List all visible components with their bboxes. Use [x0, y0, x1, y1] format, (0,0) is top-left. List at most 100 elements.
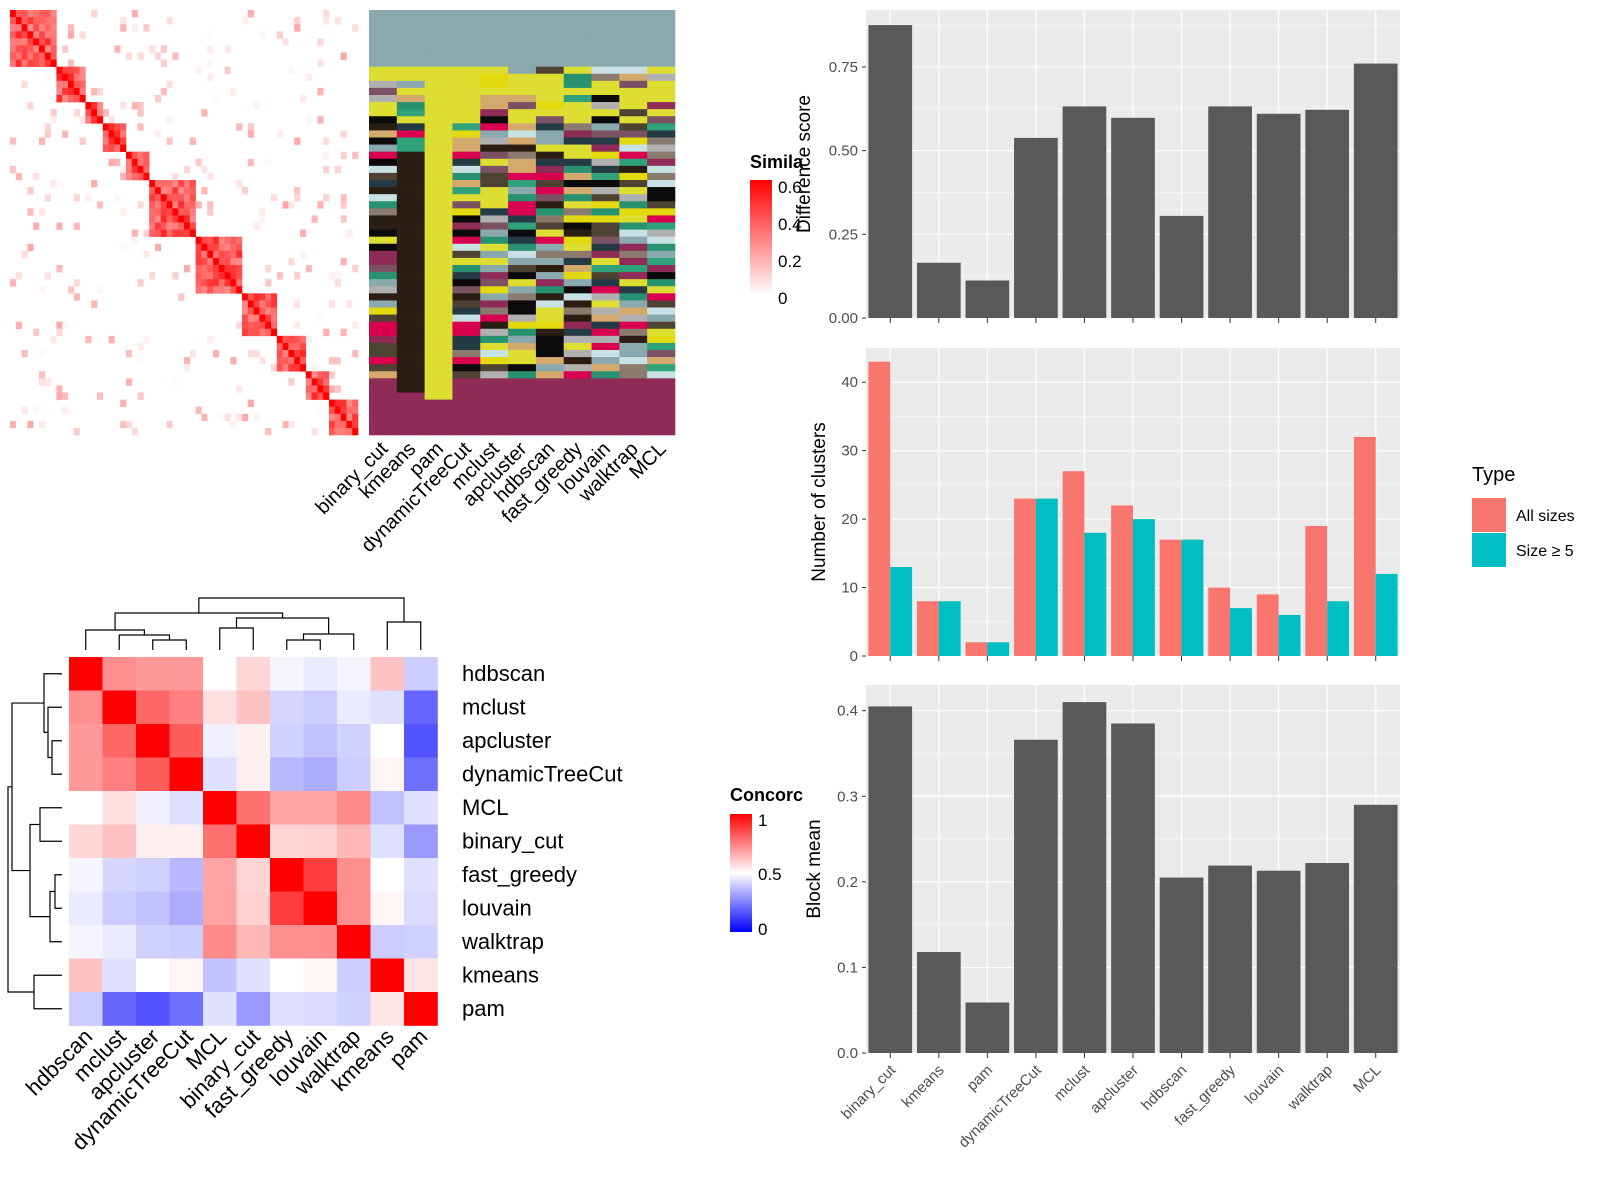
- cluster-matrix-cell: [508, 314, 537, 322]
- bar: [1014, 498, 1036, 656]
- similarity-cell: [184, 201, 191, 209]
- similarity-cell: [184, 222, 191, 230]
- bar: [1353, 63, 1398, 318]
- cluster-matrix-cell: [396, 10, 425, 18]
- cluster-matrix-cell: [591, 87, 620, 96]
- similarity-cell: [160, 229, 167, 237]
- cluster-matrix-cell: [647, 427, 676, 436]
- similarity-cell: [68, 31, 75, 39]
- similarity-cell: [201, 165, 208, 174]
- similarity-cell: [300, 95, 307, 103]
- cluster-matrix-cell: [508, 371, 537, 379]
- similarity-cell: [79, 87, 86, 96]
- concordance-cell: [102, 824, 137, 859]
- similarity-cell: [236, 123, 243, 131]
- concordance-column-label: pam: [384, 1024, 432, 1072]
- similarity-cell: [276, 342, 283, 351]
- similarity-cell: [131, 151, 138, 160]
- cluster-matrix-cell: [396, 109, 425, 117]
- concordance-legend-title: Concorc: [730, 785, 803, 805]
- cluster-matrix-cell: [452, 52, 481, 60]
- concordance-row-label: walktrap: [461, 929, 544, 954]
- similarity-cell: [108, 137, 115, 145]
- cluster-matrix-cell: [452, 229, 481, 237]
- similarity-cell: [131, 172, 138, 181]
- concordance-cell: [102, 891, 137, 926]
- cluster-matrix-cell: [647, 52, 676, 60]
- similarity-cell: [323, 151, 330, 160]
- similarity-cell: [213, 257, 220, 266]
- cluster-matrix-cell: [424, 236, 453, 245]
- cluster-matrix-cell: [508, 87, 537, 96]
- similarity-cell: [178, 180, 185, 188]
- similarity-cell: [230, 243, 237, 252]
- similarity-cell: [120, 144, 127, 152]
- concordance-cell: [337, 891, 371, 926]
- cluster-matrix-cell: [647, 392, 676, 400]
- bar: [1133, 519, 1155, 656]
- similarity-cell: [50, 109, 57, 117]
- cluster-matrix-cell: [424, 10, 453, 18]
- cluster-matrix-cell: [424, 17, 453, 25]
- similarity-cell: [97, 116, 104, 124]
- similarity-cell: [172, 52, 179, 60]
- concordance-cell: [236, 992, 271, 1026]
- similarity-cell: [247, 399, 254, 407]
- similarity-cell: [352, 406, 359, 415]
- similarity-cell: [317, 59, 324, 67]
- cluster-matrix-cell: [396, 364, 425, 372]
- similarity-cell: [334, 385, 341, 393]
- similarity-cell: [44, 52, 51, 60]
- cluster-matrix-cell: [424, 420, 453, 429]
- concordance-cell: [337, 657, 371, 691]
- similarity-cell: [195, 243, 202, 252]
- cluster-matrix-cell: [563, 144, 592, 152]
- similarity-cell: [253, 300, 260, 308]
- similarity-cell: [79, 80, 86, 89]
- cluster-matrix-cell: [452, 31, 481, 39]
- bar: [868, 25, 913, 318]
- similarity-cell: [253, 321, 260, 330]
- cluster-matrix-cell: [508, 342, 537, 351]
- cluster-matrix-cell: [647, 265, 676, 273]
- cluster-matrix-cell: [591, 17, 620, 25]
- cluster-matrix-cell: [563, 66, 592, 75]
- similarity-cell: [305, 116, 312, 124]
- similarity-cell: [39, 24, 46, 32]
- similarity-cell: [242, 328, 249, 337]
- cluster-matrix-cell: [619, 328, 648, 337]
- concordance-cell: [303, 657, 338, 691]
- cluster-matrix-cell: [563, 420, 592, 429]
- similarity-cell: [311, 215, 318, 223]
- cluster-matrix-cell: [424, 172, 453, 181]
- cluster-matrix-cell: [619, 187, 648, 195]
- cluster-matrix-cell: [452, 364, 481, 372]
- similarity-cell: [230, 250, 237, 259]
- x-tick-label: binary_cut: [838, 1061, 900, 1123]
- cluster-matrix-cell: [508, 17, 537, 25]
- similarity-cell: [329, 385, 336, 393]
- cluster-matrix-cell: [647, 406, 676, 415]
- cluster-matrix-cell: [480, 180, 509, 188]
- similarity-cell: [56, 328, 63, 337]
- cluster-matrix-cell: [591, 427, 620, 436]
- similarity-cell: [276, 364, 283, 372]
- cluster-matrix-cell: [535, 187, 565, 195]
- cluster-matrix-cell: [619, 87, 648, 96]
- cluster-matrix-cell: [452, 24, 481, 32]
- similarity-cell: [85, 102, 92, 110]
- similarity-cell: [166, 180, 173, 188]
- cluster-matrix-cell: [619, 172, 648, 181]
- cluster-matrix-cell: [369, 222, 398, 230]
- cluster-matrix-cell: [508, 109, 537, 117]
- similarity-cell: [131, 10, 138, 18]
- similarity-cell: [166, 208, 173, 216]
- similarity-cell: [44, 73, 51, 82]
- similarity-cell: [120, 17, 127, 25]
- similarity-cell: [97, 102, 104, 110]
- concordance-cell: [404, 891, 438, 926]
- similarity-cell: [62, 321, 69, 330]
- cluster-matrix-cell: [647, 279, 676, 287]
- cluster-matrix-cell: [619, 80, 648, 89]
- similarity-cell: [346, 300, 353, 308]
